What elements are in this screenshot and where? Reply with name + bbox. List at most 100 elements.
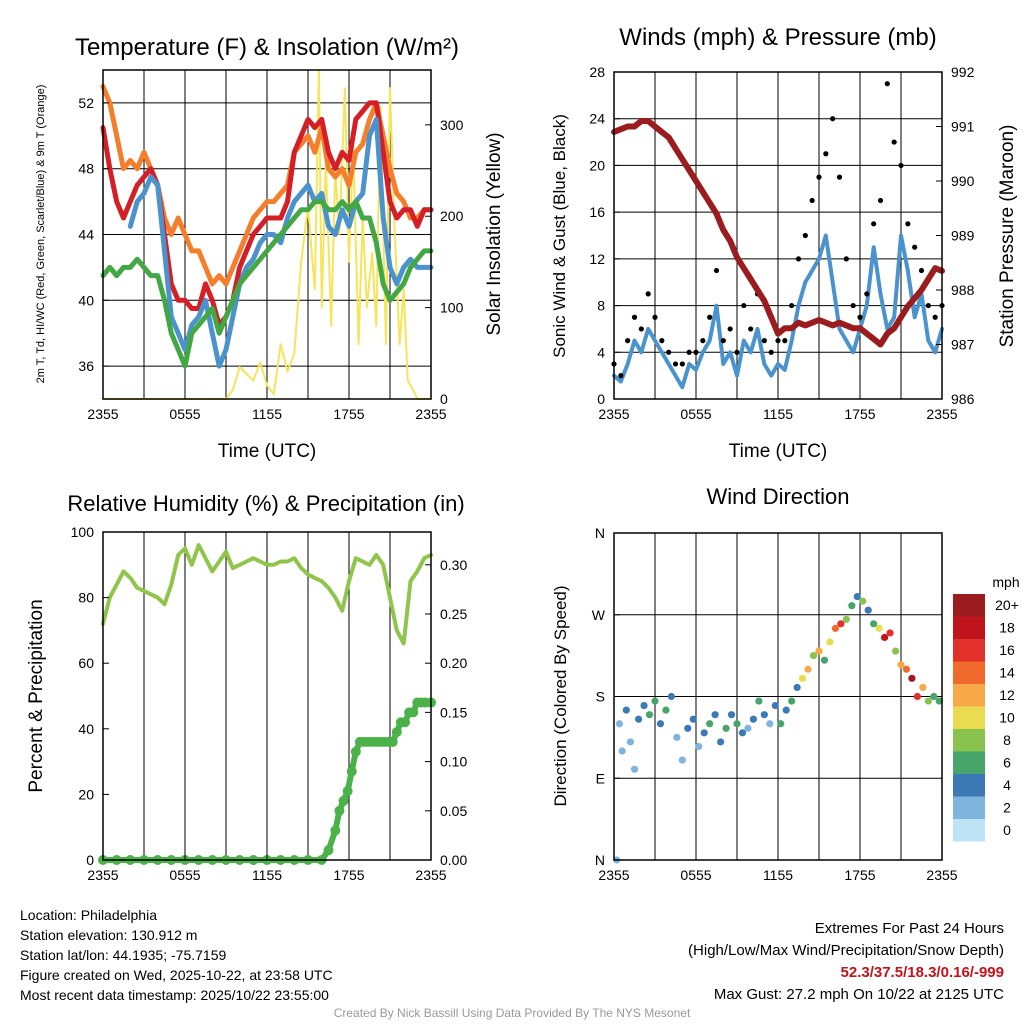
speed-legend-label: 4 — [1003, 777, 1011, 793]
wind-ytick-label: 20 — [589, 157, 605, 173]
speed-legend-label: 12 — [999, 687, 1015, 703]
rh-point — [387, 736, 398, 747]
wind-ytick-label: 0 — [597, 391, 605, 407]
rh-xtick-label: 1755 — [333, 867, 364, 883]
direction-point — [831, 624, 840, 632]
wind-point — [686, 349, 692, 355]
speed-legend-swatch — [953, 796, 985, 819]
speed-legend-label: 8 — [1003, 732, 1011, 748]
direction-point — [760, 711, 768, 719]
wind-ytick-label: 24 — [589, 111, 605, 127]
direction-point — [897, 661, 905, 669]
direction-point — [727, 711, 736, 719]
direction-point — [615, 720, 624, 728]
direction-point — [678, 756, 686, 764]
wind-point — [659, 338, 665, 344]
wind-point — [918, 267, 925, 274]
wind-point — [679, 361, 685, 367]
temp-xtick-label: 2355 — [415, 406, 446, 422]
direction-point — [913, 692, 922, 701]
direction-point — [891, 647, 900, 655]
wind-point — [652, 314, 658, 320]
wind-direction-ylabel-left: Direction (Colored By Speed) — [551, 585, 570, 806]
wind-point — [850, 302, 856, 309]
direction-point — [749, 715, 758, 723]
wind-y2tick-label: 991 — [951, 119, 975, 135]
temp-ytick-label: 40 — [78, 292, 94, 308]
wind-direction-title: Wind Direction — [706, 484, 849, 509]
direction-point — [930, 692, 938, 701]
direction-point — [640, 701, 648, 710]
wind-direction-panel: Wind Direction 2355 0555 1155 1755 2355NESWN… — [551, 484, 1020, 883]
wind-point — [631, 314, 638, 320]
wind-xtick-label: 1755 — [844, 406, 875, 422]
wind-point — [720, 338, 726, 344]
wind-ytick-label: 12 — [589, 251, 605, 267]
temp-xtick-label: 2355 — [87, 406, 118, 422]
wind-ytick-label: 4 — [597, 344, 605, 360]
wind-point — [775, 338, 781, 344]
wind-y2tick-label: 989 — [951, 228, 975, 244]
direction-point — [881, 633, 889, 642]
wind-point — [761, 338, 767, 344]
direction-point — [755, 697, 763, 705]
rh-y2tick-label: 0.05 — [440, 803, 467, 819]
rh-ytick-label: 60 — [78, 655, 94, 671]
rh-point — [334, 805, 345, 816]
speed-legend-swatch — [953, 661, 985, 684]
direction-point — [864, 606, 872, 614]
wind-point — [748, 326, 754, 332]
speed-legend-label: 20+ — [995, 597, 1019, 613]
wind-point — [891, 139, 897, 145]
wind-point — [823, 151, 829, 157]
wind-point — [707, 314, 713, 320]
wind-y2tick-label: 988 — [951, 282, 975, 298]
direction-point — [935, 697, 943, 705]
rh-y2tick-label: 0.15 — [440, 704, 467, 720]
wind-ytick-label: 28 — [589, 64, 605, 80]
direction-point — [673, 733, 681, 741]
wind-point — [795, 256, 802, 262]
wind-point — [700, 338, 706, 344]
wind-point — [864, 291, 870, 297]
wind-point — [843, 256, 849, 262]
rh-point — [400, 717, 411, 728]
speed-legend-swatch — [953, 684, 985, 707]
rh-ytick-label: 20 — [78, 786, 94, 802]
direction-point — [826, 638, 834, 646]
wind-series-station-pressure — [611, 118, 945, 348]
direction-point — [793, 683, 801, 692]
rh-xtick-label: 2355 — [415, 867, 446, 883]
rh-xtick-label: 2355 — [87, 867, 118, 883]
wind-point — [645, 291, 651, 297]
wind-point — [618, 373, 624, 379]
wind-point — [816, 174, 822, 180]
rh-y2tick-label: 0.25 — [440, 606, 467, 622]
direction-point — [837, 620, 845, 628]
direction-point — [684, 724, 692, 732]
temp-xtick-label: 1155 — [252, 406, 282, 422]
direction-point — [771, 701, 779, 710]
direction-point — [908, 674, 916, 682]
direction-point — [848, 602, 856, 610]
speed-legend-label: 6 — [1003, 755, 1011, 771]
direction-point — [875, 624, 883, 632]
direction-point — [700, 729, 708, 737]
temp-series-dew-point — [100, 199, 434, 369]
direction-point — [656, 720, 665, 728]
direction-point — [782, 706, 790, 714]
station-location: Location: Philadelphia — [20, 907, 157, 923]
direction-point — [777, 720, 785, 728]
direction-point — [645, 711, 654, 719]
humidity-title: Relative Humidity (%) & Precipitation (i… — [67, 491, 464, 516]
dir-ytick-label: E — [596, 770, 605, 786]
wind-point — [802, 232, 808, 239]
speed-legend-swatch — [953, 819, 985, 842]
wind-point — [768, 349, 774, 355]
temp-y2tick-label: 100 — [440, 300, 464, 316]
direction-point — [667, 692, 676, 701]
direction-point — [859, 597, 867, 605]
dir-ytick-label: S — [596, 689, 605, 705]
rh-point — [350, 746, 361, 757]
direction-point — [924, 697, 932, 705]
